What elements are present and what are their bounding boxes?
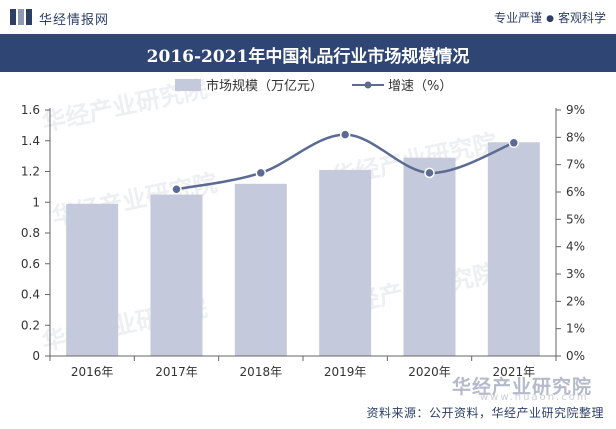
brand-name: 华经情报网 [39, 13, 110, 28]
y-right-tick-label: 1% [566, 322, 585, 336]
growth-point-1 [171, 184, 182, 195]
brand-logo-icon [10, 9, 32, 25]
slogan-right: 客观科学 [557, 11, 606, 25]
legend-line-marker [364, 81, 372, 89]
y-right-tick-label: 0% [566, 349, 585, 363]
bar-3 [234, 183, 287, 356]
y-right-tick-label: 3% [566, 267, 585, 281]
watermark-url: www.huaon.com [480, 392, 589, 403]
bar-6 [487, 142, 540, 356]
legend-line-label: 增速（%） [388, 79, 452, 94]
x-tick-label: 2019年 [324, 365, 367, 379]
y-right-tick-label: 7% [566, 158, 585, 172]
x-tick-label: 2017年 [155, 365, 198, 379]
bar-2 [150, 194, 203, 356]
y-right-tick-label: 9% [566, 103, 585, 117]
bar-1 [66, 203, 119, 356]
y-left-tick-label: 1 [32, 195, 40, 209]
growth-point-4 [424, 167, 435, 179]
chart-title: 2016-2021年中国礼品行业市场规模情况 [146, 47, 470, 67]
top-bar: 华经情报网 专业严谨 ● 客观科学 [0, 0, 616, 34]
growth-point-3 [339, 129, 351, 140]
slogan: 专业严谨 ● 客观科学 [494, 9, 606, 26]
y-right-tick-label: 6% [566, 185, 585, 199]
y-left-tick-label: 1.4 [21, 134, 40, 148]
watermark-logo-text: 华经产业研究院 [452, 376, 593, 398]
x-tick-label: 2018年 [240, 365, 283, 379]
bar-5 [403, 157, 456, 356]
slogan-dot-icon: ● [546, 14, 554, 24]
growth-point-5 [508, 137, 520, 149]
chart: 市场规模（万亿元） 增速（%） 0 0.2 0.4 0.6 0.8 1 1.2 1.4 1.6 0% 1… [21, 78, 585, 379]
y-left-tick-label: 0.2 [21, 318, 40, 332]
legend-bar-label: 市场规模（万亿元） [206, 78, 323, 94]
x-tick-label: 2016年 [71, 365, 114, 379]
y-right-tick-label: 2% [566, 294, 585, 308]
x-tick-label: 2021年 [493, 365, 536, 379]
y-left-tick-label: 1.2 [21, 165, 40, 179]
growth-point-2 [255, 167, 267, 179]
y-left-tick-label: 0.8 [21, 226, 40, 240]
y-left-tick-label: 0.6 [21, 257, 40, 271]
x-tick-label: 2020年 [408, 365, 451, 379]
y-right-tick-label: 8% [566, 130, 585, 144]
y-left-tick-label: 0.4 [21, 288, 40, 302]
slogan-left: 专业严谨 [494, 11, 543, 25]
y-left-tick-label: 0 [32, 349, 40, 363]
y-left-tick-label: 1.6 [21, 103, 40, 117]
source-note: 资料来源：公开资料，华经产业研究院整理 [366, 406, 604, 420]
y-right-tick-label: 5% [566, 212, 585, 226]
title-bar: 2016-2021年中国礼品行业市场规模情况 [0, 34, 616, 72]
y-right-tick-label: 4% [566, 240, 585, 254]
bar-4 [319, 169, 372, 356]
legend-bar-swatch [175, 79, 201, 91]
